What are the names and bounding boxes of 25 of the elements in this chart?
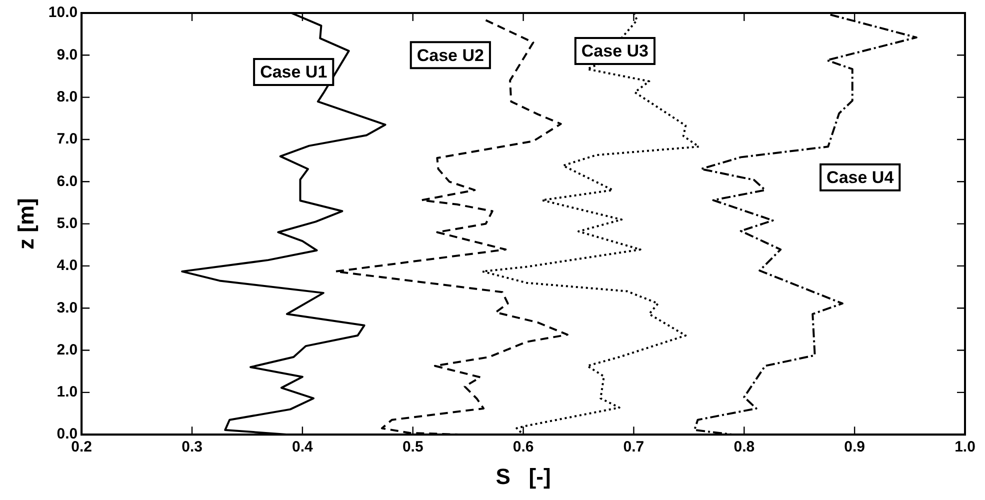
x-tick-label: 0.6 <box>512 438 534 456</box>
y-tick-label: 10.0 <box>48 4 78 22</box>
series-label: Case U3 <box>581 42 649 61</box>
y-axis-title: z [m] <box>13 198 38 250</box>
y-tick-label: 5.0 <box>56 214 78 232</box>
series-label: Case U1 <box>260 62 328 82</box>
x-axis-title: S [-] <box>496 464 551 489</box>
x-tick-label: 0.8 <box>734 438 755 456</box>
x-tick-label: 0.4 <box>292 438 314 456</box>
x-tick-label: 1.0 <box>954 438 976 456</box>
series-label: Case U2 <box>416 46 484 65</box>
y-tick-label: 3.0 <box>56 299 78 316</box>
y-tick-label: 9.0 <box>56 46 78 64</box>
x-tick-label: 0.9 <box>844 438 866 456</box>
x-tick-label: 0.5 <box>402 438 424 456</box>
y-tick-label: 4.0 <box>56 257 78 274</box>
y-tick-label: 6.0 <box>56 172 78 190</box>
x-tick-label: 0.2 <box>71 438 92 456</box>
x-tick-label: 0.3 <box>182 438 202 456</box>
y-tick-label: 1.0 <box>56 384 78 401</box>
y-tick-label: 2.0 <box>56 341 78 358</box>
y-tick-label: 8.0 <box>56 88 78 106</box>
y-tick-label: 7.0 <box>56 130 78 148</box>
series-label: Case U4 <box>826 168 894 188</box>
x-tick-label: 0.7 <box>623 438 644 456</box>
